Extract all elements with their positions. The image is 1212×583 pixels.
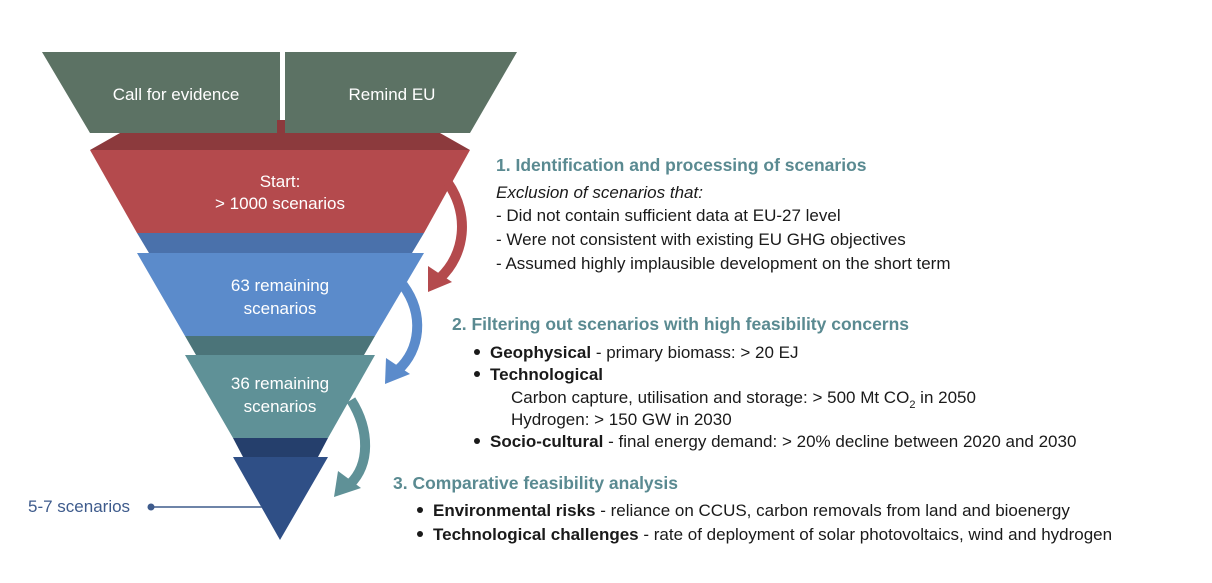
stage-label: scenarios [244,397,317,416]
term: Technological challenges [433,525,639,544]
detail: in 2050 [915,388,976,407]
term: Environmental risks [433,501,596,520]
subscript: 2 [909,399,915,411]
arrow-head [385,358,410,384]
step-item: Geophysical - primary biomass: > 20 EJ [490,343,798,362]
detail: - primary biomass: > 20 EJ [591,343,798,362]
arrow-head [428,266,452,292]
bullet [417,531,423,537]
stage-label: scenarios [244,299,317,318]
connector-dot [147,503,155,511]
funnel-stage [137,253,424,336]
step-item: Socio-cultural - final energy demand: > … [490,432,1076,451]
detail: - rate of deployment of solar photovolta… [639,525,1112,544]
arrow-head [334,471,361,497]
stage-label: 63 remaining [231,276,329,295]
step-item: - Were not consistent with existing EU G… [496,230,906,249]
step-title: 3. Comparative feasibility analysis [393,473,678,493]
stage-label: Start: [260,172,301,191]
arrow [436,180,467,282]
bullet [474,349,480,355]
stage-label: > 1000 scenarios [215,194,345,213]
source-label: Call for evidence [113,85,240,104]
step-item: Technological [490,365,603,384]
detail: - final energy demand: > 20% decline bet… [603,432,1076,451]
arrow [394,282,423,374]
source-box [285,52,517,133]
bullet [417,507,423,513]
step-title: 1. Identification and processing of scen… [496,155,867,175]
step-item: Technological challenges - rate of deplo… [433,525,1112,544]
stage-shadow [233,438,328,457]
funnel-stage [185,355,375,438]
stage-label: 36 remaining [231,374,329,393]
step-intro: Exclusion of scenarios that: [496,183,703,202]
stage-shadow [137,233,424,253]
bullet [474,438,480,444]
step-item: - Did not contain sufficient data at EU-… [496,206,841,225]
final-label: 5-7 scenarios [28,497,130,516]
step-title: 2. Filtering out scenarios with high fea… [452,314,909,334]
sub-item: Carbon capture, utilisation and storage:… [511,388,976,411]
stage-shadow [185,336,375,355]
step-item: Environmental risks - reliance on CCUS, … [433,501,1070,520]
sub-item: Hydrogen: > 150 GW in 2030 [511,410,732,429]
term: Socio-cultural [490,432,603,451]
detail: - reliance on CCUS, carbon removals from… [596,501,1071,520]
term: Geophysical [490,343,591,362]
source-label: Remind EU [349,85,436,104]
bullet [474,371,480,377]
funnel-stage [90,150,470,233]
funnel-stage [233,457,328,540]
arrow [346,397,371,488]
source-box [42,52,280,133]
detail: Carbon capture, utilisation and storage:… [511,388,909,407]
stage-shadow [90,120,470,150]
term: Technological [490,365,603,384]
step-item: - Assumed highly implausible development… [496,254,951,273]
